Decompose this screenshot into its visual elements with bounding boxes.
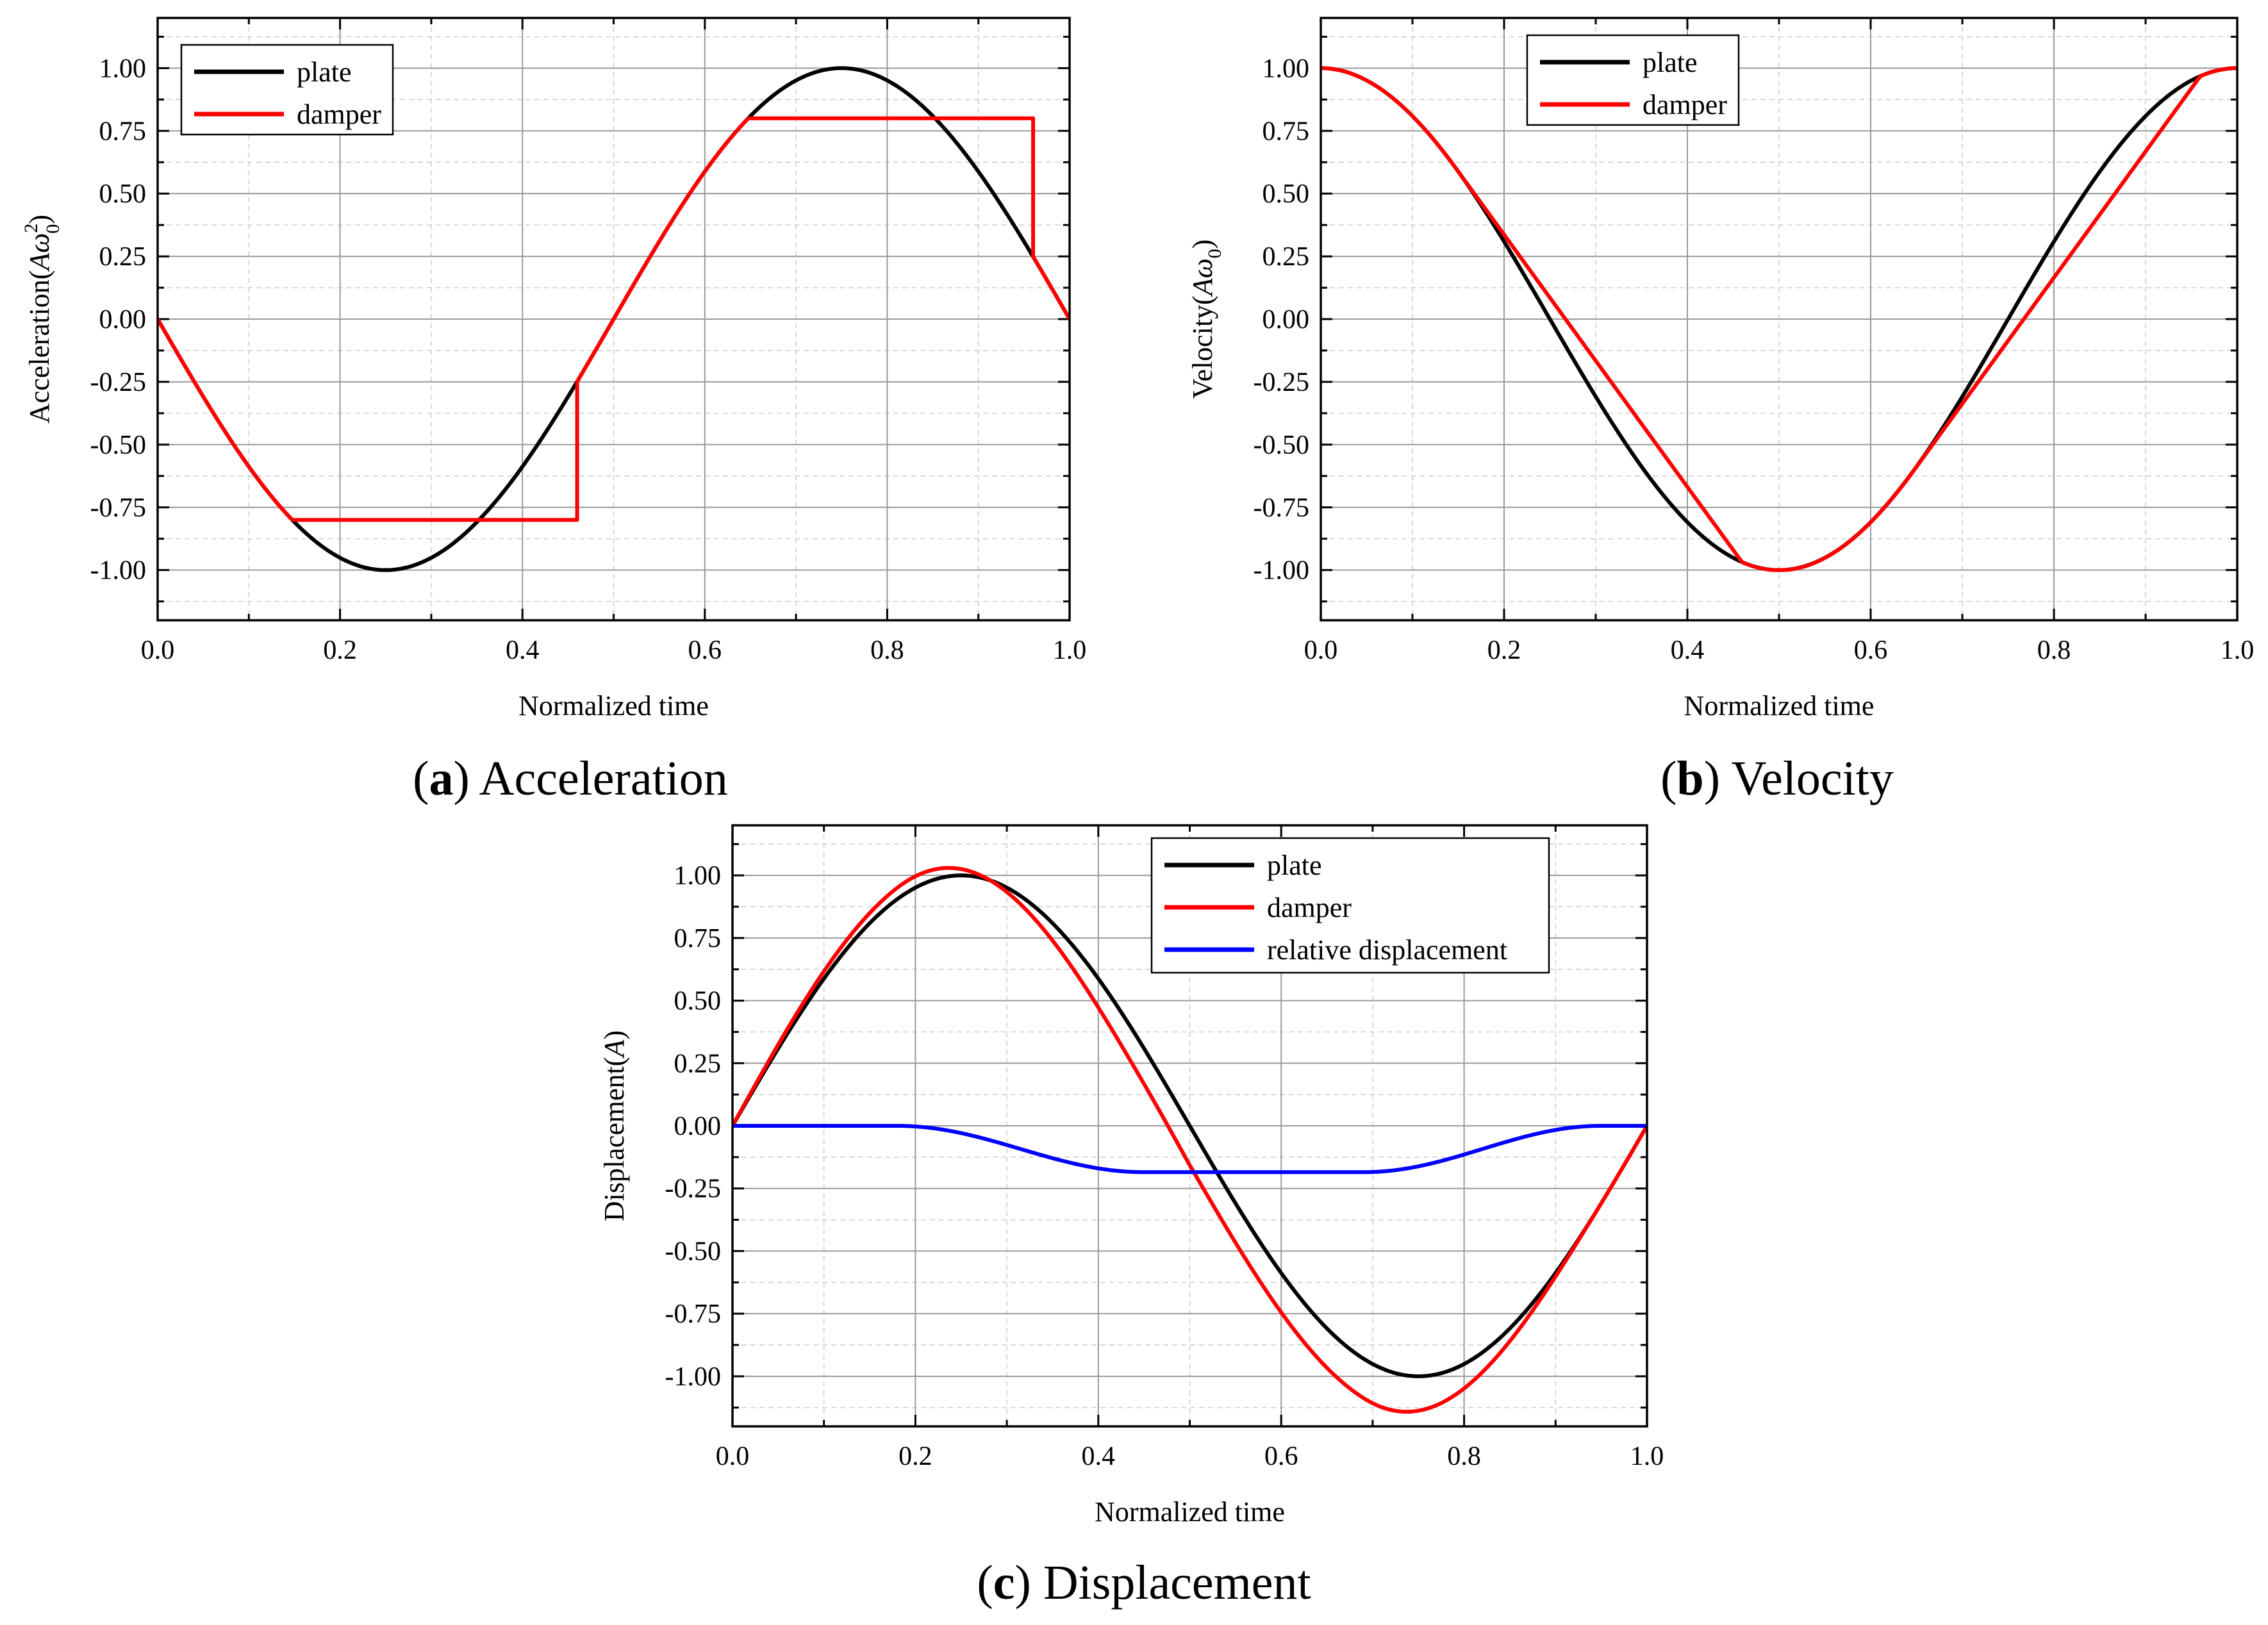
y-tick-label: 0.75 [1262,117,1310,146]
y-tick-label: -0.75 [665,1299,722,1329]
y-tick-label: 0.00 [99,305,147,334]
x-tick-label: 0.6 [1264,1442,1298,1471]
y-tick-label: -0.50 [665,1237,722,1266]
y-tick-label: 0.50 [674,987,722,1016]
x-tick-label: 0.4 [1671,636,1705,665]
panel-displacement: 0.0 0.2 0.4 0.6 0.8 1.0 -1.00 -0.75 -0.50 -0.25 0.… [599,824,1664,1610]
panel-caption: (a) Acceleration [413,752,728,805]
y-tick-label: -1.00 [1254,556,1310,586]
y-tick-label: 0.75 [99,117,147,146]
y-tick-label: 0.00 [674,1112,722,1141]
legend-label: damper [1267,892,1352,923]
series-relative-displacement-line [733,1124,1647,1175]
x-tick-label: 0.6 [688,636,722,665]
panel-velocity: 0.0 0.2 0.4 0.6 0.8 1.0 -1.00 -0.75 -0.50 -0.25 0.… [1187,17,2255,805]
legend-label: plate [1267,850,1322,881]
y-axis-title: Velocity(Aω0) [1187,240,1225,399]
x-axis-title: Normalized time [518,690,709,722]
y-tick-label: -1.00 [90,556,147,586]
legend-label: damper [297,99,381,130]
x-tick-label: 0.8 [870,636,904,665]
plot-frame [731,824,1648,1428]
y-tick-label: 0.00 [1262,305,1310,334]
series-damper-line [158,116,1070,522]
x-tick-label: 0.2 [323,636,357,665]
y-tick-label: 1.00 [674,861,722,891]
plot-frame [1320,17,2239,622]
x-tick-label: 0.8 [1447,1442,1481,1471]
x-tick-label: 0.0 [141,636,175,665]
x-axis-title: Normalized time [1095,1496,1285,1528]
y-tick-label: -0.25 [665,1175,722,1204]
legend-label: plate [1643,47,1698,78]
legend: plate damper [1526,34,1740,126]
y-axis-title: Displacement(A) [599,1030,630,1221]
plot-frame [156,17,1071,622]
x-tick-label: 0.2 [1487,636,1521,665]
y-tick-label: -0.75 [90,493,147,523]
y-tick-label: -1.00 [665,1362,722,1392]
y-tick-label: 0.75 [674,924,722,953]
y-axis-title: Acceleration(Aω20) [21,215,63,424]
legend: plate damper relative displacement [1150,837,1550,974]
y-tick-label: 0.25 [674,1049,722,1078]
y-tick-label: -0.75 [1254,493,1310,523]
y-tick-label: 1.00 [1262,54,1310,83]
x-tick-label: 0.4 [506,636,540,665]
series-group [1321,66,2237,572]
panel-acceleration: 0.0 0.2 0.4 0.6 0.8 1.0 -1.00 -0.75 -0.50 -0.25 0.… [21,17,1087,805]
y-tick-label: 0.25 [1262,242,1310,272]
series-damper-line [733,866,1647,1414]
panel-caption: (b) Velocity [1660,752,1894,805]
legend-label: relative displacement [1267,934,1507,966]
series-damper-line [1321,66,2237,572]
x-tick-label: 1.0 [1630,1442,1664,1471]
y-tick-label: -0.50 [1254,431,1310,460]
y-tick-label: 0.50 [99,179,147,209]
x-tick-label: 0.2 [898,1442,932,1471]
x-tick-label: 0.0 [716,1442,750,1471]
series-group [733,866,1647,1414]
series-group [158,66,1070,572]
y-tick-label: -0.50 [90,431,147,460]
x-tick-label: 0.4 [1082,1442,1116,1471]
legend-box [180,44,394,136]
x-tick-label: 0.6 [1854,636,1888,665]
series-plate-line [733,873,1647,1378]
legend-label: damper [1643,89,1727,120]
y-tick-label: 1.00 [99,54,147,83]
grid [1321,18,2237,620]
legend: plate damper [180,44,394,136]
x-tick-label: 1.0 [2221,636,2255,665]
legend-box [1526,34,1740,126]
y-tick-label: 0.25 [99,242,147,272]
x-tick-label: 0.0 [1304,636,1338,665]
y-tick-label: -0.25 [1254,368,1310,397]
x-tick-label: 0.8 [2037,636,2071,665]
y-tick-label: -0.25 [90,368,147,397]
x-axis-title: Normalized time [1684,690,1875,722]
legend-label: plate [297,56,352,88]
panel-caption: (c) Displacement [977,1556,1311,1610]
y-tick-label: 0.50 [1262,179,1310,209]
x-tick-label: 1.0 [1053,636,1087,665]
